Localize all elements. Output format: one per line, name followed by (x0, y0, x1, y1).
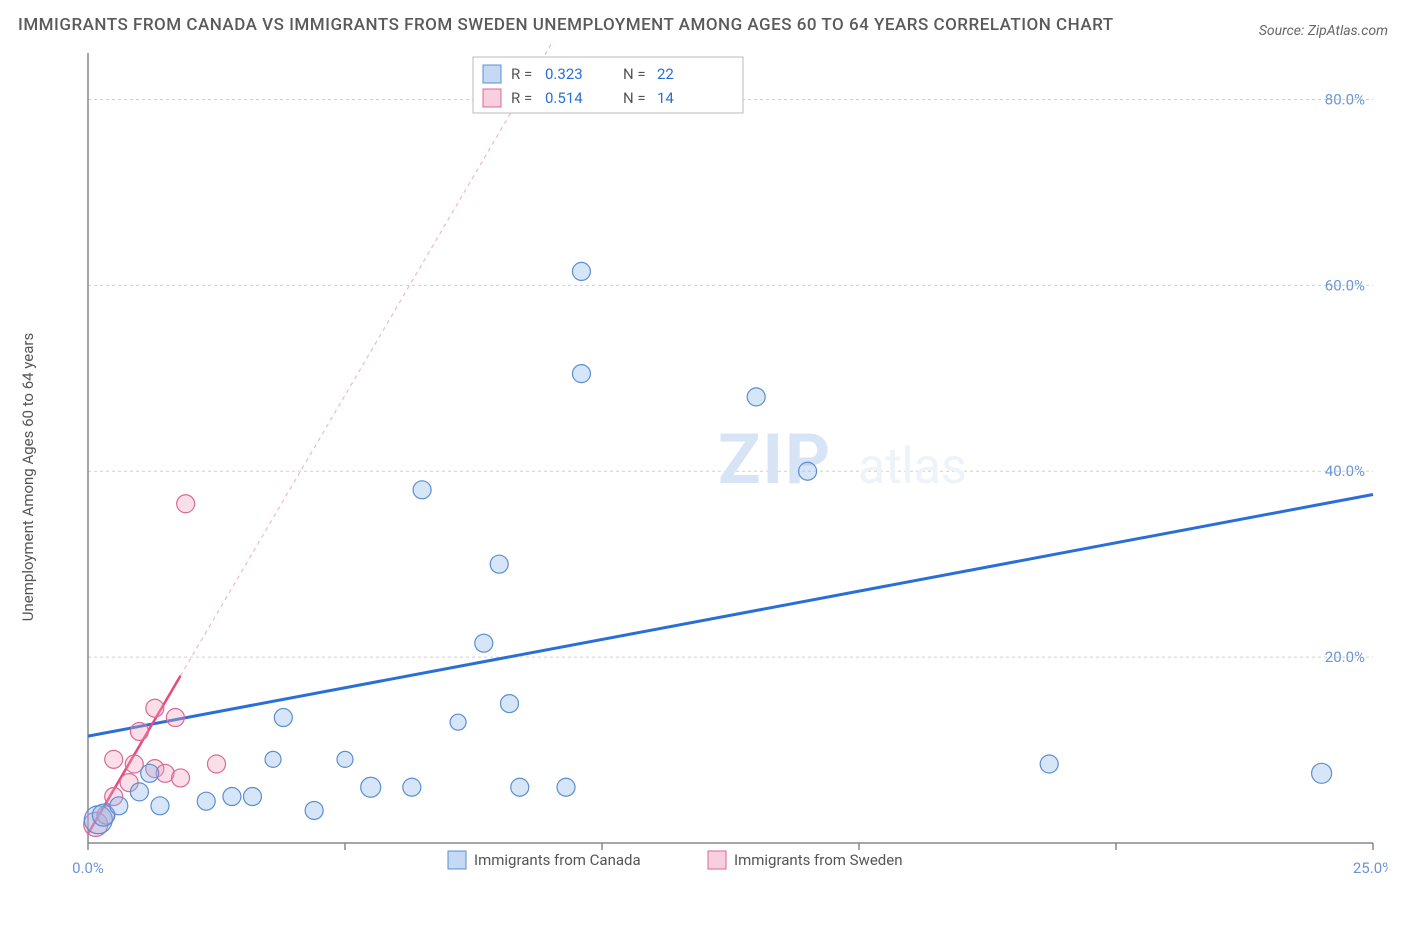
data-point-sweden (172, 769, 190, 787)
data-point-canada (799, 462, 817, 480)
data-point-canada (243, 788, 261, 806)
data-point-canada (197, 792, 215, 810)
chart-title: IMMIGRANTS FROM CANADA VS IMMIGRANTS FRO… (18, 12, 1114, 39)
data-point-canada (403, 778, 421, 796)
data-point-sweden (105, 751, 123, 769)
data-point-sweden (208, 755, 226, 773)
watermark-zip: ZIP (718, 419, 832, 501)
data-point-canada (274, 709, 292, 727)
r-value-sweden: 0.514 (545, 89, 583, 107)
y-tick-label: 20.0% (1325, 648, 1365, 666)
legend-label: Immigrants from Sweden (734, 851, 902, 869)
data-point-canada (413, 481, 431, 499)
data-point-sweden (130, 723, 148, 741)
data-point-canada (511, 778, 529, 796)
x-tick-label: 25.0% (1353, 859, 1388, 877)
svg-text:R =: R = (511, 65, 532, 83)
scatter-chart: 20.0% 40.0% 60.0% 80.0% 0.0% 25.0% ZIP atlas R =… (18, 43, 1388, 893)
data-point-canada (1040, 755, 1058, 773)
svg-text:R =: R = (511, 89, 532, 107)
data-point-canada (265, 752, 281, 768)
legend-swatch-canada (483, 65, 501, 83)
data-point-canada (572, 365, 590, 383)
data-point-canada (572, 263, 590, 281)
svg-text:N =: N = (623, 89, 646, 107)
legend-label: Immigrants from Canada (474, 851, 641, 869)
data-point-canada (500, 695, 518, 713)
n-value-canada: 22 (657, 65, 674, 83)
data-point-canada (747, 388, 765, 406)
watermark-atlas: atlas (858, 438, 967, 496)
legend-swatch-sweden (483, 89, 501, 107)
y-tick-label: 80.0% (1325, 91, 1365, 109)
data-point-canada (490, 555, 508, 573)
trend-line-sweden-dash (181, 43, 628, 676)
trend-line-canada (88, 495, 1373, 737)
data-point-sweden (177, 495, 195, 513)
n-value-sweden: 14 (657, 89, 674, 107)
data-point-canada (130, 783, 148, 801)
svg-text:N =: N = (623, 65, 646, 83)
legend-swatch (708, 851, 726, 869)
data-point-canada (223, 788, 241, 806)
data-point-canada (110, 797, 128, 815)
data-point-canada (475, 634, 493, 652)
data-point-canada (450, 714, 466, 730)
data-point-canada (337, 752, 353, 768)
y-axis-label: Unemployment Among Ages 60 to 64 years (19, 333, 37, 621)
source-label: Source: ZipAtlas.com (1259, 23, 1388, 39)
data-point-canada (151, 797, 169, 815)
x-tick-label: 0.0% (72, 859, 104, 877)
data-point-canada (557, 778, 575, 796)
chart-container: Unemployment Among Ages 60 to 64 years 2… (18, 43, 1388, 893)
r-value-canada: 0.323 (545, 65, 583, 83)
data-point-canada (141, 764, 159, 782)
y-tick-label: 60.0% (1325, 277, 1365, 295)
data-point-canada (1312, 763, 1332, 783)
data-point-sweden (166, 709, 184, 727)
data-point-sweden (146, 699, 164, 717)
data-point-canada (305, 802, 323, 820)
data-point-canada (361, 777, 381, 797)
legend-swatch (448, 851, 466, 869)
y-tick-label: 40.0% (1325, 462, 1365, 480)
